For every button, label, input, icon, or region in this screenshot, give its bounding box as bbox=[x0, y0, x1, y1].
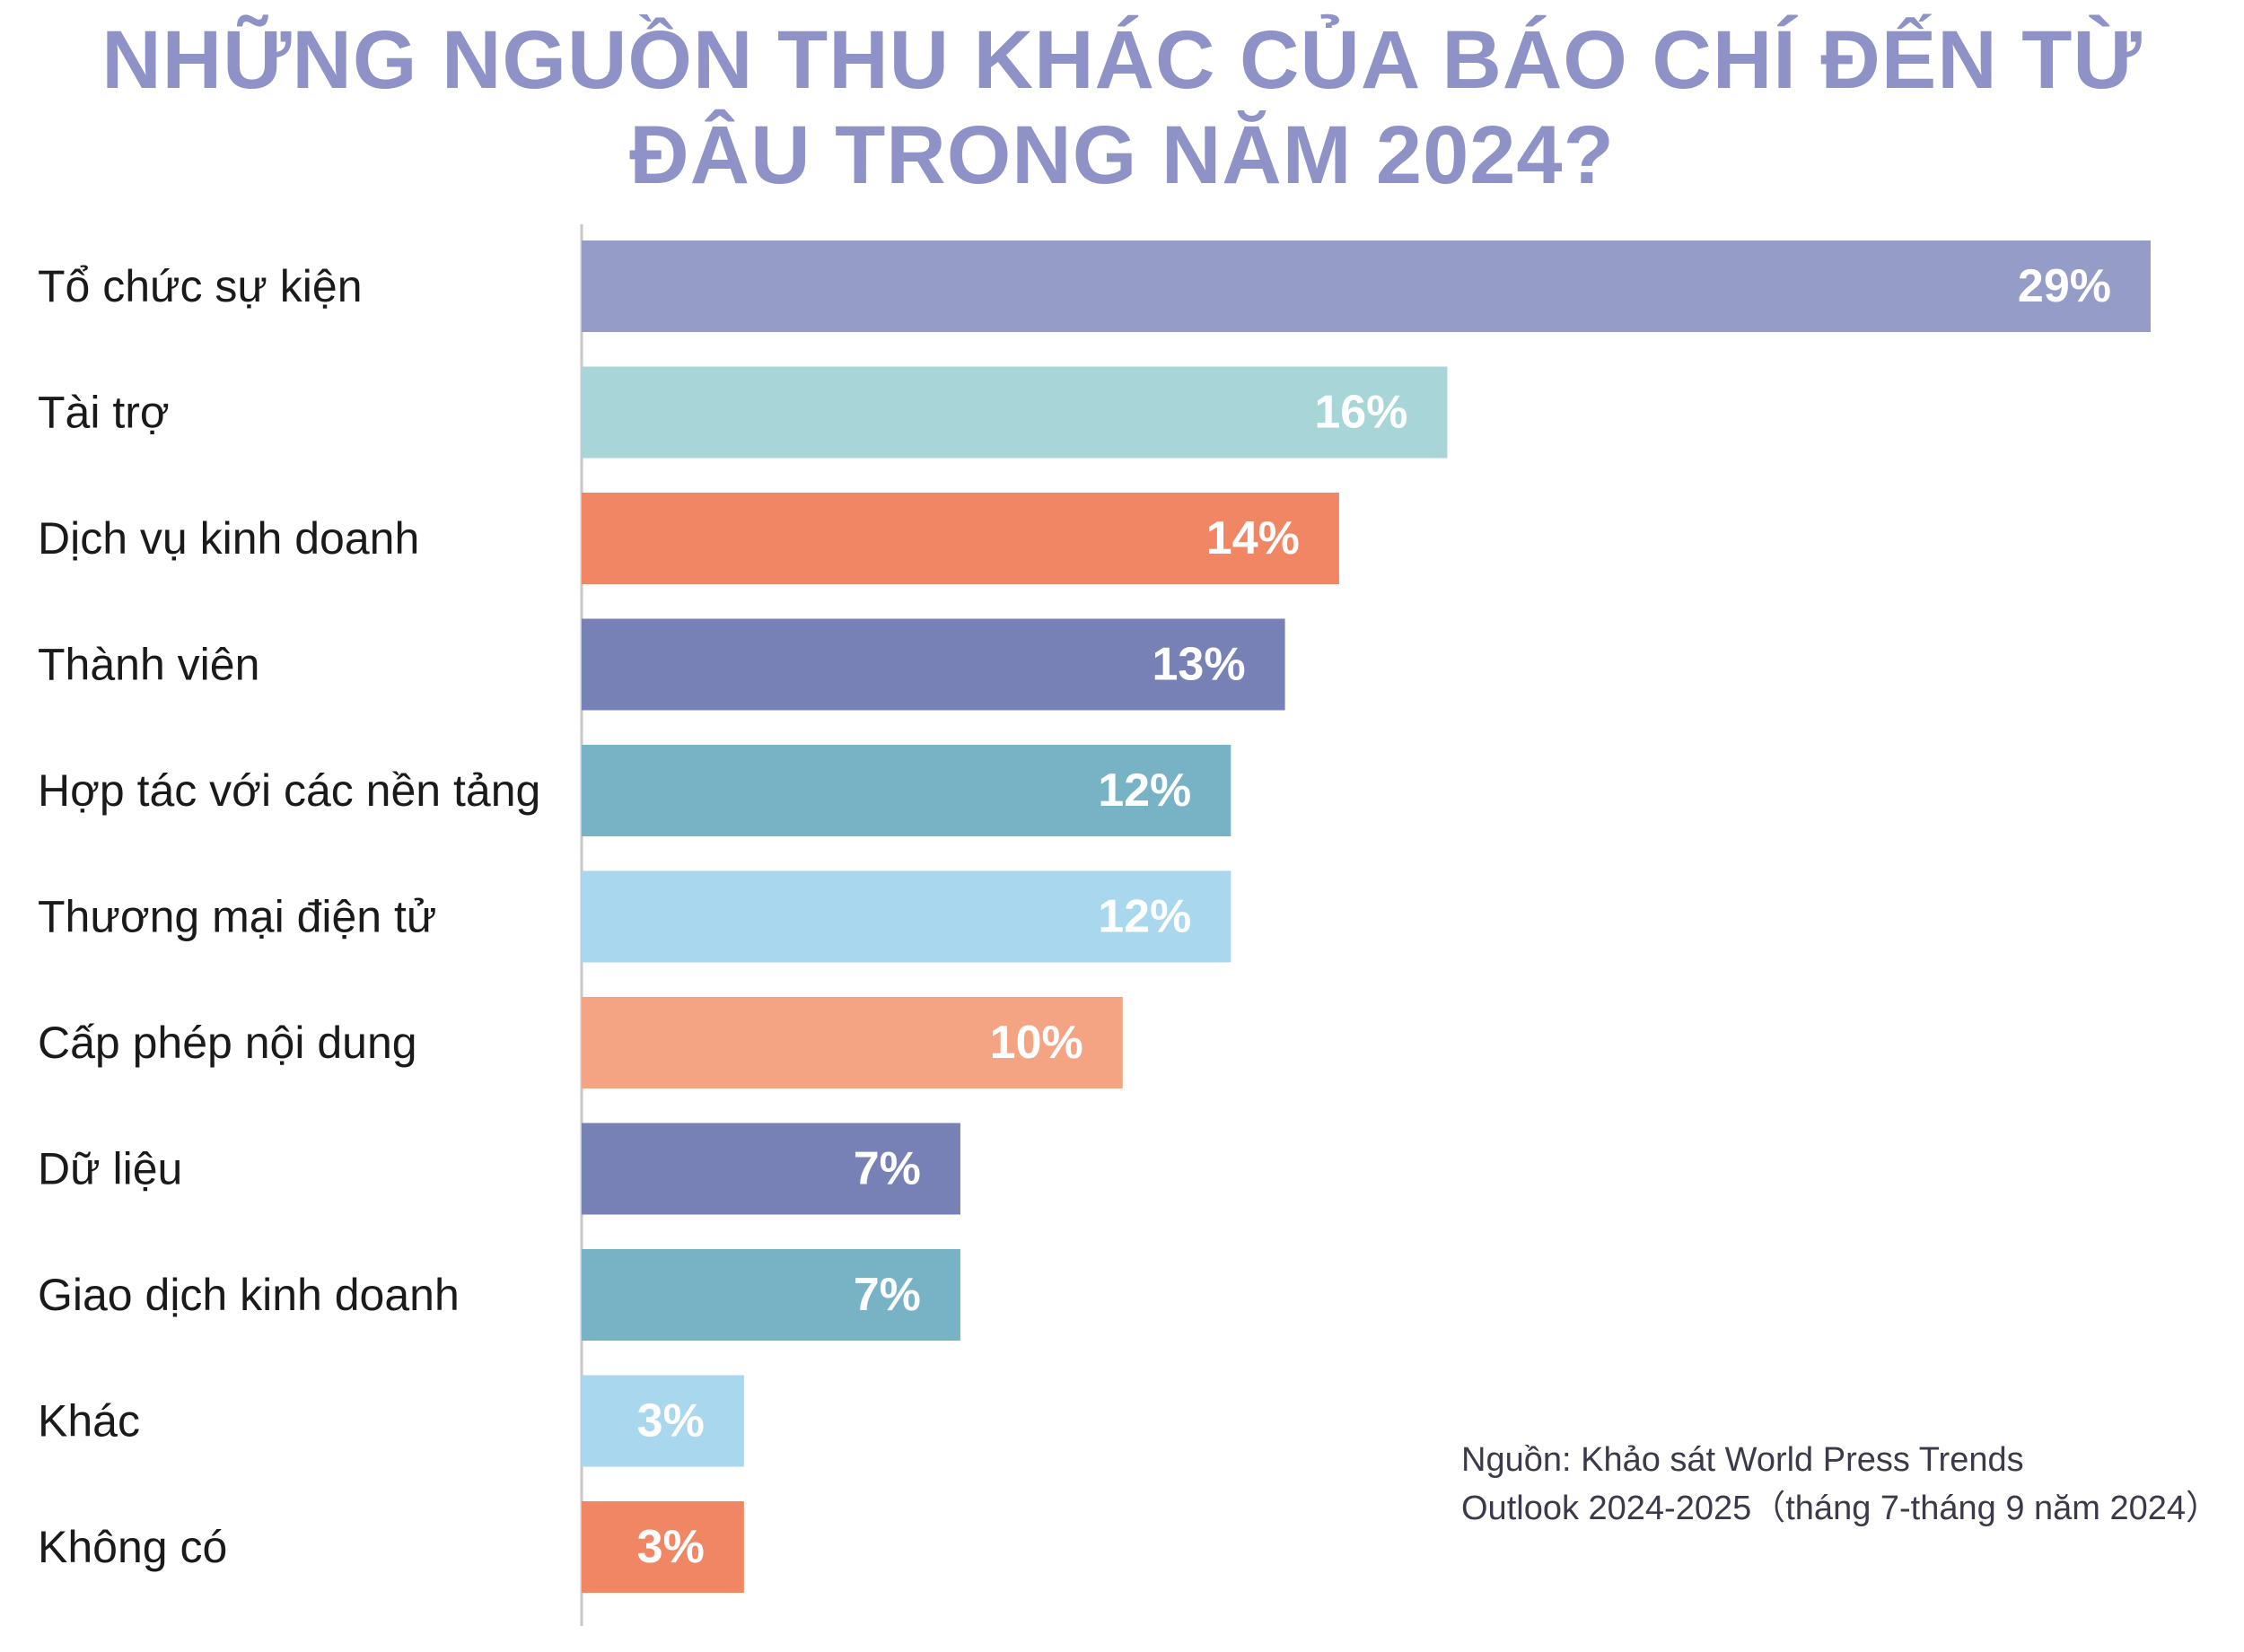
value-label-4: 12% bbox=[1098, 765, 1191, 817]
bar-9 bbox=[582, 1375, 744, 1467]
bar-0 bbox=[582, 240, 2151, 332]
value-label-7: 7% bbox=[854, 1143, 921, 1195]
value-label-5: 12% bbox=[1098, 891, 1191, 943]
value-label-1: 16% bbox=[1314, 387, 1407, 439]
value-label-9: 3% bbox=[637, 1395, 705, 1447]
category-label-5: Thương mại điện tử bbox=[38, 892, 436, 942]
bar-10 bbox=[582, 1501, 744, 1593]
value-label-2: 14% bbox=[1206, 512, 1300, 564]
category-label-6: Cấp phép nội dung bbox=[38, 1018, 417, 1068]
value-label-3: 13% bbox=[1153, 639, 1246, 691]
bar-4 bbox=[582, 745, 1232, 836]
category-label-9: Khác bbox=[38, 1396, 140, 1447]
value-label-10: 3% bbox=[637, 1521, 705, 1573]
category-label-4: Hợp tác với các nền tảng bbox=[38, 765, 540, 816]
value-label-8: 7% bbox=[854, 1269, 921, 1321]
category-label-10: Không có bbox=[38, 1522, 227, 1572]
source-note: Nguồn: Khảo sát World Press Trends Outlo… bbox=[1461, 1436, 2233, 1533]
bar-3 bbox=[582, 618, 1285, 711]
value-label-6: 10% bbox=[990, 1017, 1083, 1069]
bar-2 bbox=[582, 493, 1339, 584]
category-label-3: Thành viên bbox=[38, 640, 259, 690]
source-line-2: Outlook 2024-2025（tháng 7-tháng 9 năm 20… bbox=[1461, 1490, 2221, 1527]
category-label-7: Dữ liệu bbox=[38, 1144, 182, 1194]
category-label-2: Dịch vụ kinh doanh bbox=[38, 513, 419, 564]
chart-title-line-2: ĐÂU TRONG NĂM 2024? bbox=[629, 109, 1615, 201]
category-label-1: Tài trợ bbox=[38, 388, 170, 438]
source-line-1: Nguồn: Khảo sát World Press Trends bbox=[1461, 1441, 2024, 1479]
category-label-8: Giao dịch kinh doanh bbox=[38, 1270, 460, 1320]
bar-5 bbox=[582, 870, 1232, 963]
bar-7 bbox=[582, 1123, 960, 1215]
value-label-0: 29% bbox=[2018, 260, 2111, 312]
bar-8 bbox=[582, 1249, 960, 1341]
chart-title-line-1: NHỮNG NGUỒN THU KHÁC CỦA BÁO CHÍ ĐẾN TỪ bbox=[101, 14, 2143, 106]
chart-title: NHỮNG NGUỒN THU KHÁC CỦA BÁO CHÍ ĐẾN TỪ … bbox=[0, 13, 2244, 203]
bar-6 bbox=[582, 997, 1123, 1088]
category-label-0: Tổ chức sự kiện bbox=[38, 261, 363, 311]
bars-group: Tổ chức sự kiện 29% Tài trợ 16% Dịch vụ kinh… bbox=[38, 240, 2151, 1593]
bar-1 bbox=[582, 366, 1448, 459]
